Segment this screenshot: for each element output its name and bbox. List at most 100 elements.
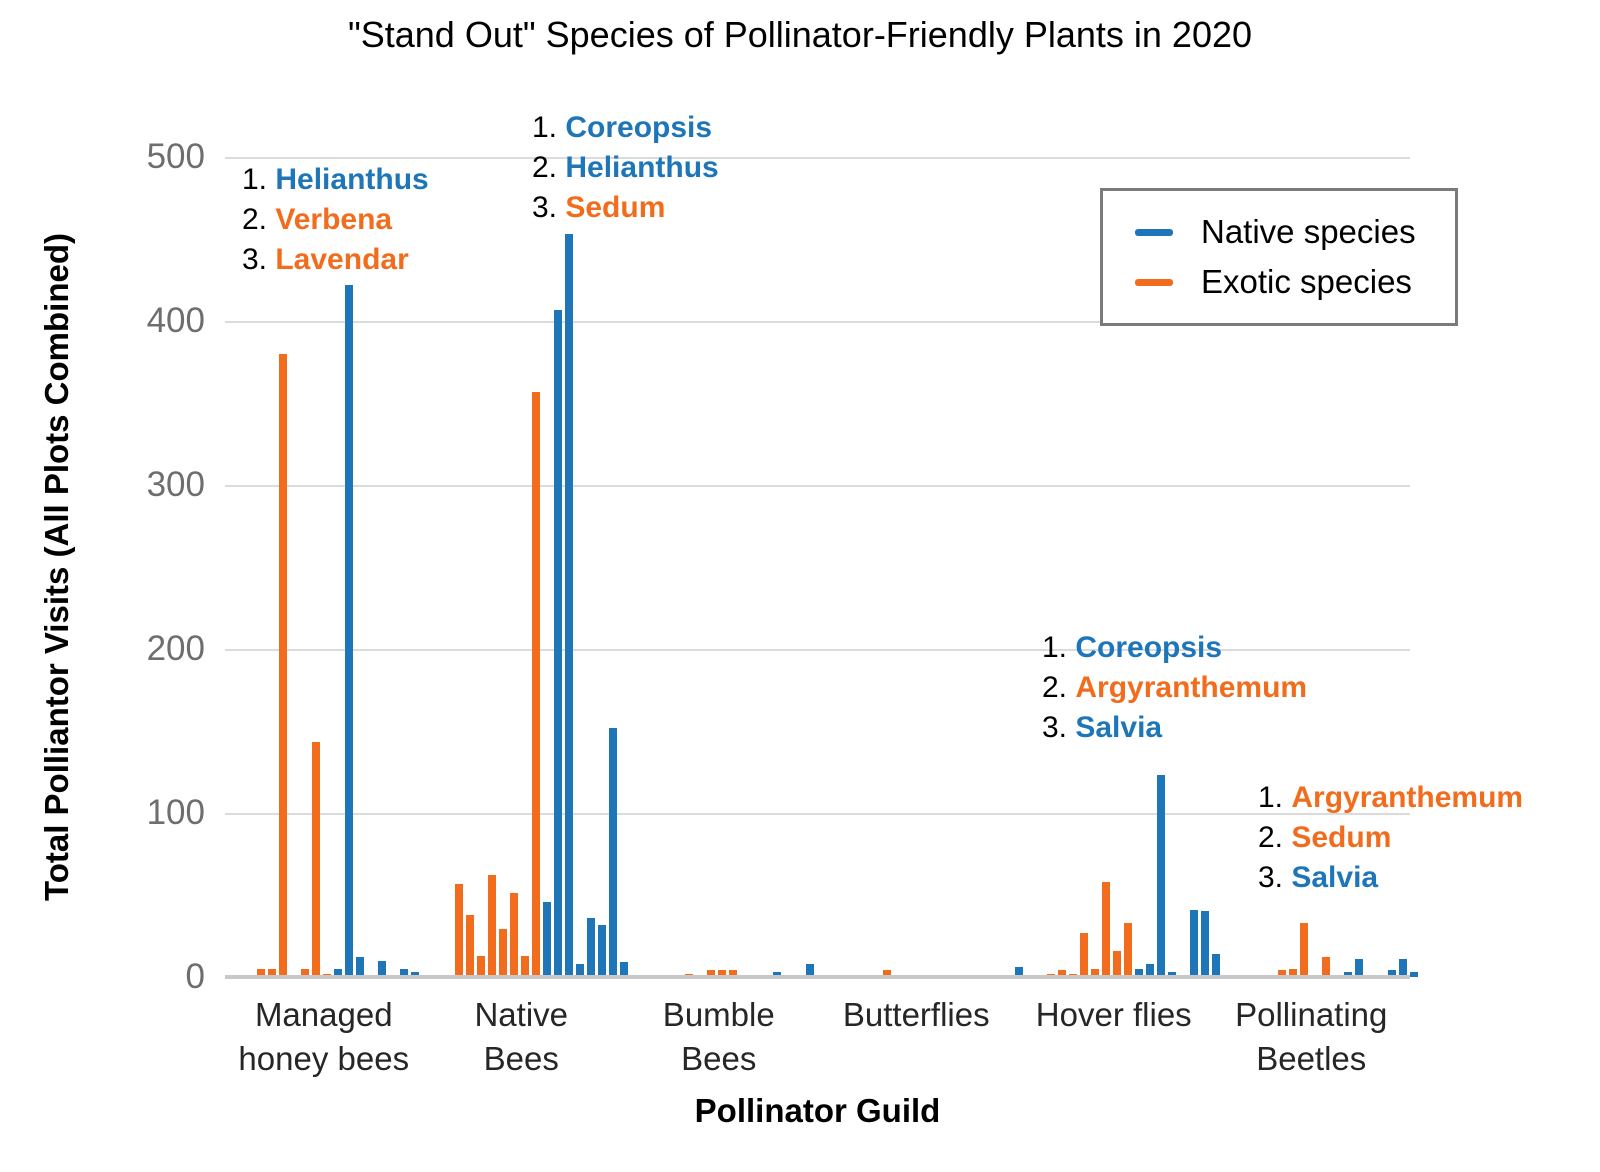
gridline-200 bbox=[225, 649, 1410, 651]
legend-label-native: Native species bbox=[1201, 213, 1416, 250]
native-species-bar bbox=[619, 962, 628, 977]
exotic-species-bar bbox=[509, 893, 518, 977]
bar-group-pollinating-beetles bbox=[1233, 157, 1431, 977]
y-tick-label-500: 500 bbox=[146, 137, 205, 176]
exotic-species-bar bbox=[454, 883, 463, 977]
annotation-species-name: Salvia bbox=[1075, 711, 1163, 744]
native-species-bar bbox=[1354, 958, 1363, 977]
native-species-bar bbox=[1409, 972, 1418, 977]
annotation-line: 2. Verbena bbox=[242, 200, 429, 240]
exotic-species-bar bbox=[1124, 922, 1133, 977]
legend-item-native: Native species bbox=[1135, 213, 1455, 251]
annotation-line: 1. Helianthus bbox=[242, 160, 429, 200]
exotic-species-bar bbox=[1091, 968, 1100, 977]
x-tick-label-bumble-bees: Bumble Bees bbox=[663, 993, 775, 1081]
native-species-bar bbox=[1157, 775, 1166, 977]
x-tick-label-line: Pollinating bbox=[1235, 996, 1388, 1033]
native-species-bar bbox=[411, 972, 420, 977]
annotation-species-name: Coreopsis bbox=[565, 111, 713, 144]
exotic-species-bar bbox=[707, 970, 716, 977]
gridline-300 bbox=[225, 485, 1410, 487]
x-tick-label-pollinating-beetles: Pollinating Beetles bbox=[1235, 993, 1387, 1081]
native-species-bar bbox=[564, 234, 573, 977]
exotic-species-bar bbox=[1113, 950, 1122, 977]
native-series-dash-icon bbox=[1135, 228, 1173, 236]
annotation-rank: 3. bbox=[242, 243, 276, 276]
x-tick-label-line: Bees bbox=[483, 1040, 559, 1077]
annotation-rank: 3. bbox=[1258, 861, 1292, 894]
gridline-100 bbox=[225, 813, 1410, 815]
y-tick-label-0: 0 bbox=[185, 957, 205, 996]
annotation-species-name: Verbena bbox=[275, 203, 393, 236]
y-axis-title: Total Polliantor Visits (All Plots Combi… bbox=[38, 233, 75, 901]
x-axis-baseline bbox=[225, 975, 1410, 979]
bar-group-butterflies bbox=[838, 157, 1036, 977]
y-axis-labels: 500 400 300 200 100 0 bbox=[85, 0, 205, 1172]
annotation-species-name: Argyranthemum bbox=[1291, 781, 1524, 814]
annotation-line: 3. Lavendar bbox=[242, 240, 429, 280]
native-species-bar bbox=[1190, 909, 1199, 977]
native-species-bar bbox=[1201, 911, 1210, 977]
legend-item-exotic: Exotic species bbox=[1135, 263, 1455, 301]
annotation-line: 1. Coreopsis bbox=[532, 108, 719, 148]
x-tick-label-line: Native bbox=[474, 996, 569, 1033]
x-tick-label-native-bees: Native Bees bbox=[474, 993, 568, 1081]
annotation-rank: 3. bbox=[532, 191, 566, 224]
exotic-species-bar bbox=[1299, 922, 1308, 977]
annotation-rank: 2. bbox=[532, 151, 566, 184]
annotation-line: 2. Helianthus bbox=[532, 148, 719, 188]
x-tick-label-line: Hover flies bbox=[1035, 996, 1192, 1033]
x-tick-label-line: Beetles bbox=[1256, 1040, 1367, 1077]
legend: Native species Exotic species bbox=[1100, 188, 1458, 326]
exotic-species-bar bbox=[465, 914, 474, 977]
native-species-bar bbox=[773, 972, 782, 977]
top-species-annotation-managed-honey-bees: 1. Helianthus 2. Verbena 3. Lavendar bbox=[242, 160, 429, 280]
native-species-bar bbox=[608, 727, 617, 977]
exotic-species-bar bbox=[1321, 957, 1330, 977]
annotation-line: 3. Salvia bbox=[1258, 858, 1523, 898]
x-tick-label-line: honey bees bbox=[238, 1040, 410, 1077]
exotic-species-bar bbox=[301, 968, 310, 977]
native-species-bar bbox=[1135, 968, 1144, 977]
annotation-species-name: Argyranthemum bbox=[1075, 671, 1308, 704]
native-species-bar bbox=[586, 917, 595, 977]
annotation-rank: 2. bbox=[1258, 821, 1292, 854]
native-species-bar bbox=[553, 309, 562, 977]
x-tick-label-butterflies: Butterflies bbox=[843, 993, 990, 1037]
native-species-bar bbox=[1387, 970, 1396, 977]
exotic-series-dash-icon bbox=[1135, 278, 1173, 286]
annotation-species-name: Helianthus bbox=[565, 151, 719, 184]
exotic-species-bar bbox=[498, 929, 507, 977]
bar-group-native-bees bbox=[443, 157, 641, 977]
exotic-species-bar bbox=[1058, 970, 1067, 977]
exotic-species-bar bbox=[531, 391, 540, 977]
exotic-species-bar bbox=[312, 742, 321, 977]
annotation-line: 3. Salvia bbox=[1042, 708, 1307, 748]
annotation-rank: 1. bbox=[1258, 781, 1292, 814]
x-axis-title: Pollinator Guild bbox=[694, 1092, 941, 1129]
exotic-species-bar bbox=[257, 968, 266, 977]
exotic-species-bar bbox=[520, 955, 529, 977]
native-species-bar bbox=[542, 901, 551, 977]
annotation-species-name: Sedum bbox=[1291, 821, 1392, 854]
gridline-500 bbox=[225, 157, 1410, 159]
annotation-rank: 3. bbox=[1042, 711, 1076, 744]
x-tick-label-line: Bumble bbox=[662, 996, 775, 1033]
annotation-rank: 1. bbox=[242, 163, 276, 196]
annotation-rank: 1. bbox=[1042, 631, 1076, 664]
legend-label-exotic: Exotic species bbox=[1201, 263, 1412, 300]
annotation-line: 1. Coreopsis bbox=[1042, 628, 1307, 668]
exotic-species-bar bbox=[487, 875, 496, 977]
native-species-bar bbox=[1014, 967, 1023, 977]
native-species-bar bbox=[1398, 958, 1407, 977]
exotic-species-bar bbox=[279, 353, 288, 977]
x-tick-label-line: Bees bbox=[681, 1040, 757, 1077]
native-species-bar bbox=[334, 968, 343, 977]
annotation-line: 1. Argyranthemum bbox=[1258, 778, 1523, 818]
native-species-bar bbox=[345, 284, 354, 977]
native-species-bar bbox=[806, 963, 815, 977]
y-tick-label-100: 100 bbox=[146, 793, 205, 832]
exotic-species-bar bbox=[1288, 968, 1297, 977]
exotic-species-bar bbox=[1080, 932, 1089, 977]
